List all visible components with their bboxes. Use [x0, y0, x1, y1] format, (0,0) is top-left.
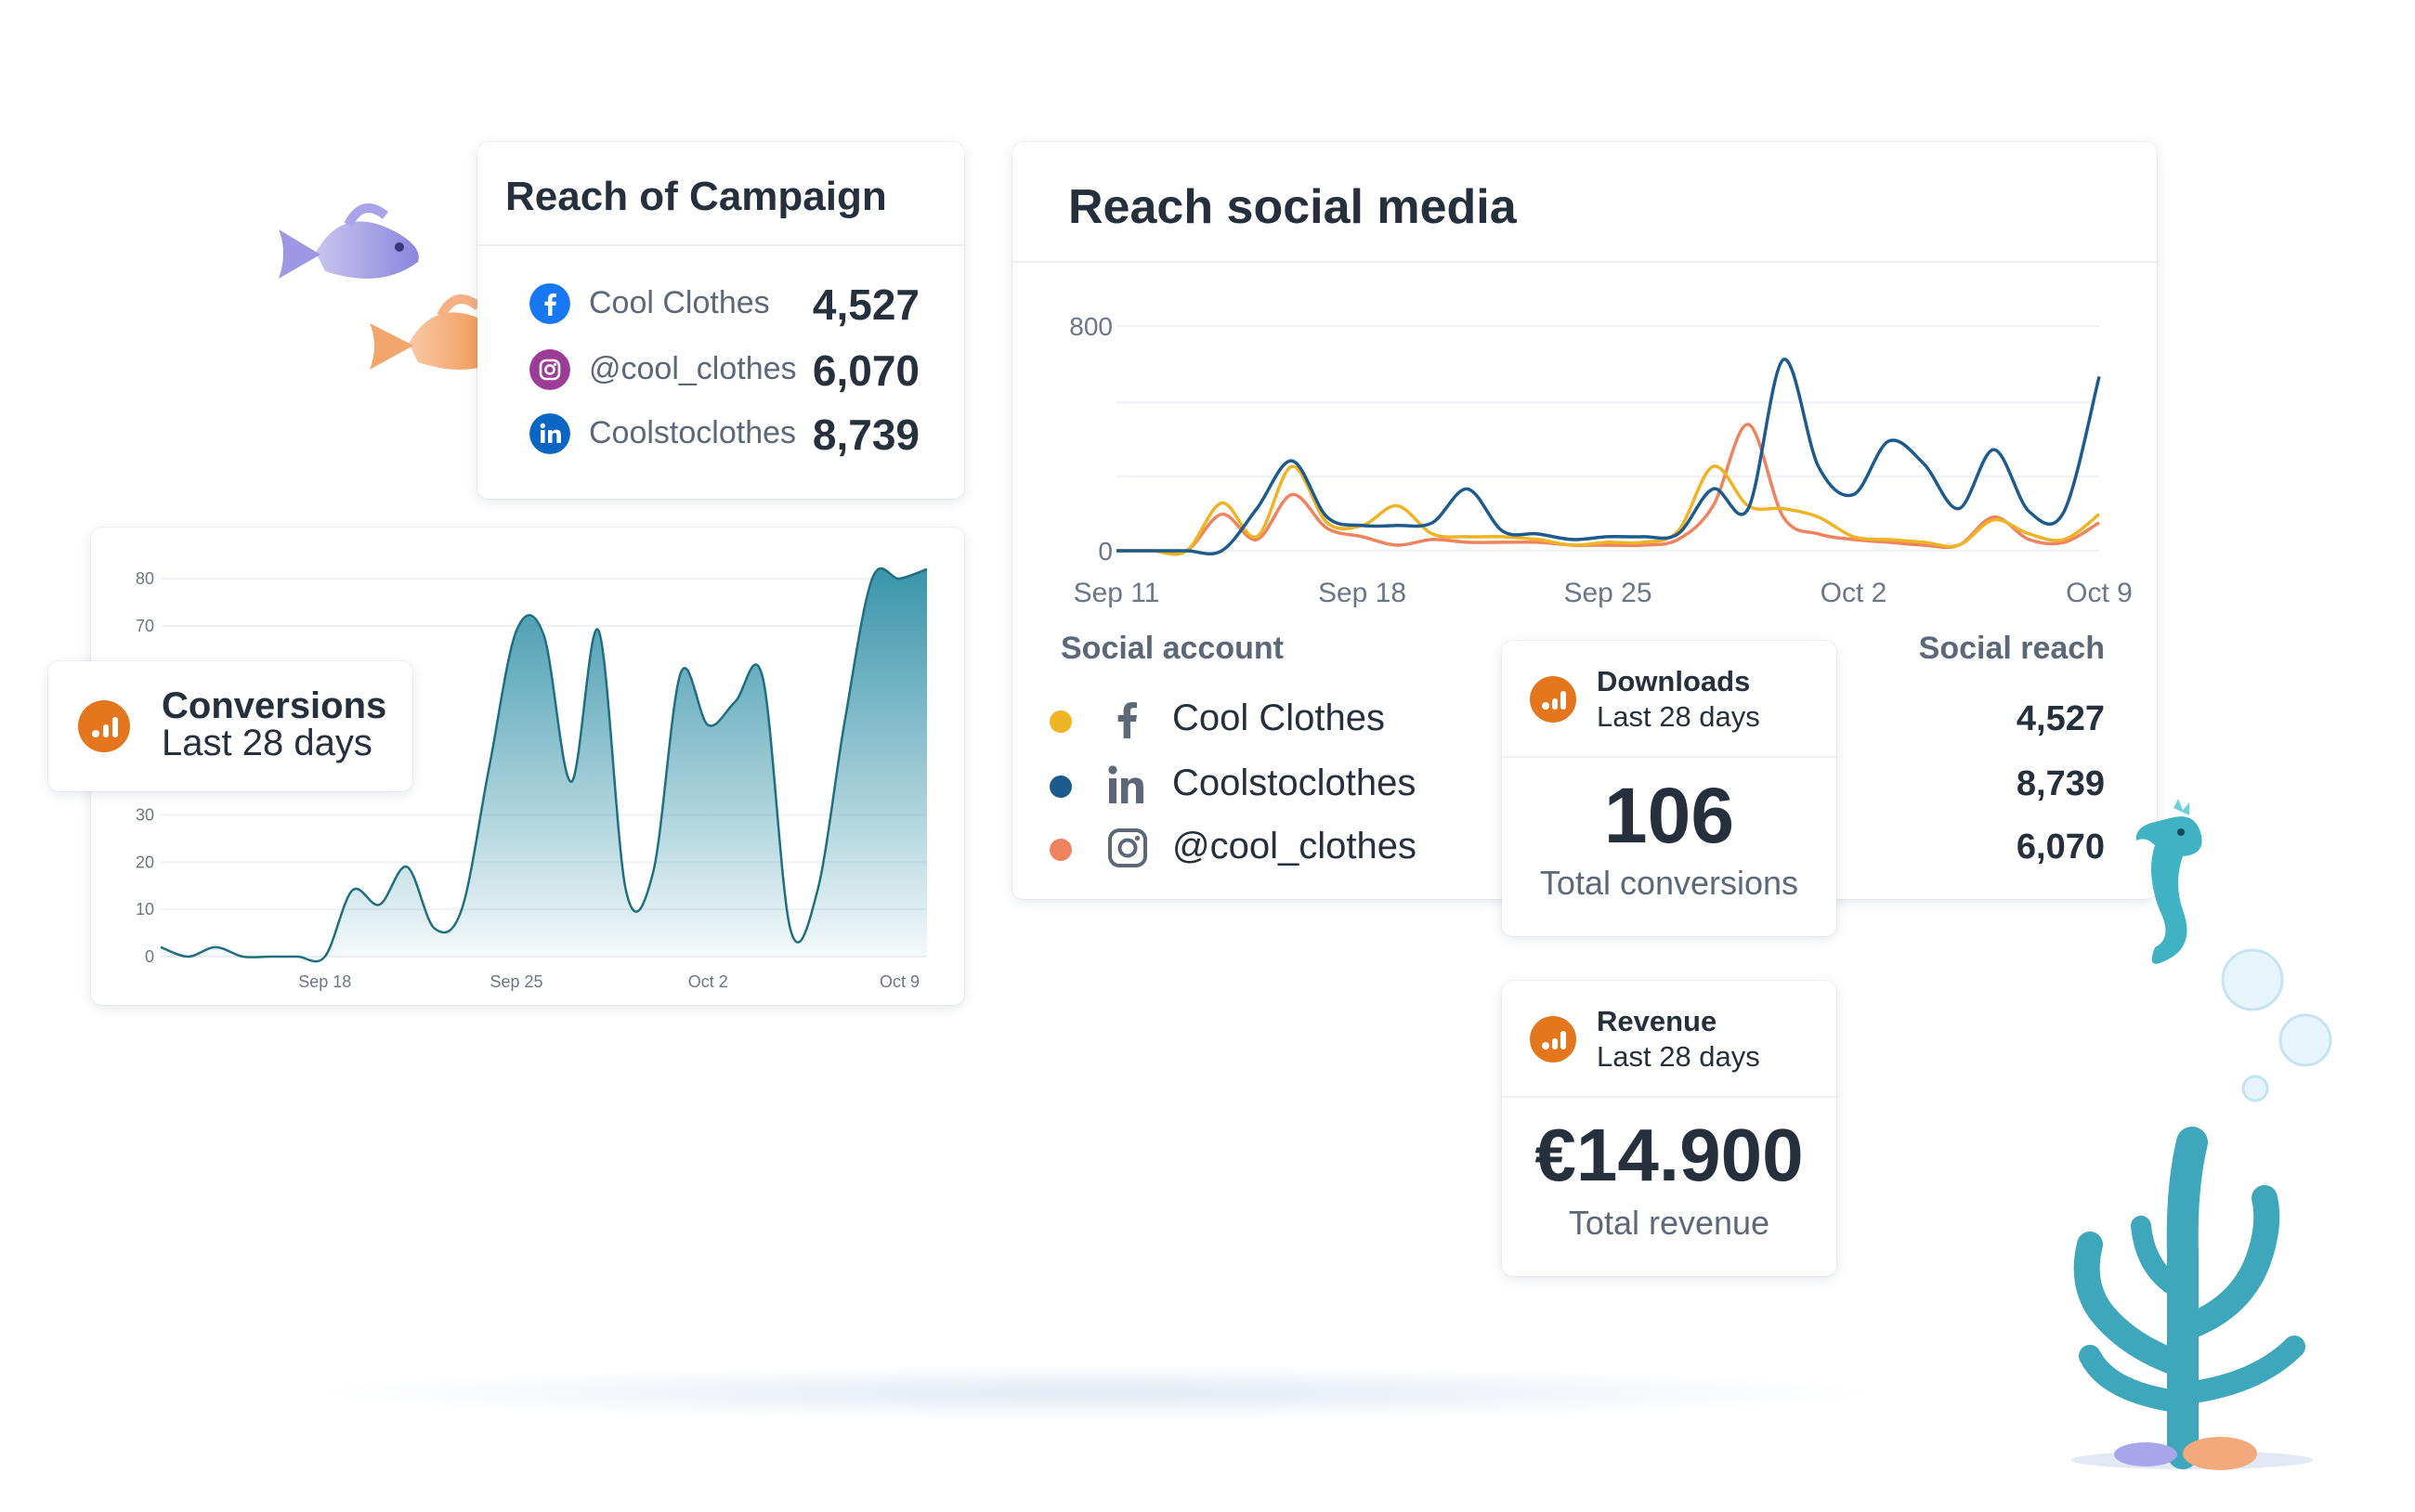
linkedin-icon — [1108, 765, 1143, 803]
y-tick-label: 30 — [136, 805, 154, 824]
series-dot — [1050, 839, 1072, 861]
linkedin-icon — [529, 413, 570, 454]
campaign-row-linkedin: Coolstoclothes 8,739 — [529, 406, 920, 462]
x-tick-label: Sep 25 — [1563, 578, 1651, 608]
social-reach-line-chart: 0 800 Sep 11 Sep 18 Sep 25 Oct 2 Oct 9 — [1069, 312, 2133, 608]
kpi-value: €14.900 — [1534, 1114, 1804, 1196]
series-dot — [1050, 776, 1072, 798]
account-label: Cool Clothes — [589, 285, 770, 320]
bubbles-icon — [2221, 948, 2332, 1102]
account-label: @cool_clothes — [589, 351, 797, 386]
x-tick-label: Oct 9 — [2066, 578, 2133, 608]
conversions-area — [161, 568, 927, 962]
floor-shadow — [307, 1365, 1886, 1421]
x-tick-label: Sep 11 — [1074, 578, 1160, 608]
x-tick-label: Oct 9 — [880, 972, 920, 991]
social-reach-value: 8,739 — [2016, 764, 2105, 803]
kpi-title: Revenue — [1597, 1005, 1717, 1037]
x-tick-label: Sep 18 — [298, 972, 351, 991]
google-analytics-icon — [1530, 1016, 1576, 1062]
x-tick-label: Sep 25 — [490, 972, 543, 991]
instagram-icon — [529, 349, 570, 390]
reach-value: 6,070 — [812, 346, 920, 395]
y-tick-label: 80 — [136, 569, 154, 588]
x-tick-label: Sep 18 — [1318, 578, 1406, 608]
kpi-period: Last 28 days — [1597, 700, 1760, 733]
account-row-linkedin: Coolstoclothes — [1050, 755, 1514, 811]
account-label: Cool Clothes — [1172, 697, 1386, 738]
y-tick-label: 20 — [136, 853, 154, 871]
account-label: Coolstoclothes — [1172, 763, 1416, 803]
conversions-chart-card: 0 10 20 30 70 80 Sep 18 Sep 25 Oct 2 Oct 9 — [91, 528, 964, 1005]
reach-value: 8,739 — [812, 411, 920, 459]
divider — [1502, 756, 1836, 758]
kpi-period: Last 28 days — [1597, 1040, 1760, 1073]
social-account-header: Social account — [1061, 631, 1284, 666]
account-row-facebook: Cool Clothes — [1050, 690, 1514, 746]
y-tick-label: 70 — [136, 617, 154, 635]
y-tick-label: 800 — [1069, 312, 1113, 341]
series-line — [1116, 464, 2101, 556]
card-title: Reach social media — [1068, 180, 1517, 234]
card-title: Reach of Campaign — [505, 174, 887, 219]
facebook-icon — [1117, 702, 1137, 738]
y-tick-label: 10 — [136, 900, 154, 919]
account-label: @cool_clothes — [1172, 826, 1416, 867]
x-tick-label: Oct 2 — [688, 972, 728, 991]
google-analytics-icon — [1530, 676, 1576, 723]
kpi-value: 106 — [1603, 772, 1735, 859]
revenue-kpi-card: Revenue Last 28 days €14.900 Total reven… — [1502, 981, 1836, 1276]
kpi-caption: Total conversions — [1539, 864, 1799, 902]
divider — [477, 244, 964, 246]
account-label: Coolstoclothes — [589, 415, 797, 450]
conversions-title: Conversions — [162, 685, 387, 726]
social-reach-value: 4,527 — [2016, 699, 2105, 738]
y-tick-label: 0 — [1098, 537, 1113, 566]
social-reach-header: Social reach — [1918, 631, 2105, 666]
series-line — [1116, 358, 2101, 556]
google-analytics-icon — [78, 700, 130, 752]
account-row-instagram: @cool_clothes — [1050, 818, 1514, 874]
instagram-icon — [1108, 828, 1147, 867]
conversions-line — [160, 567, 928, 963]
kpi-caption: Total revenue — [1568, 1204, 1770, 1242]
social-reach-value: 6,070 — [2016, 828, 2105, 867]
conversions-label-card: Conversions Last 28 days — [48, 661, 412, 791]
y-tick-label: 0 — [145, 947, 154, 966]
reach-value: 4,527 — [812, 280, 920, 329]
series-dot — [1050, 710, 1072, 733]
kpi-title: Downloads — [1597, 665, 1751, 697]
facebook-icon — [529, 283, 570, 324]
campaign-row-facebook: Cool Clothes 4,527 — [529, 276, 920, 332]
campaign-row-instagram: @cool_clothes 6,070 — [529, 342, 920, 398]
downloads-kpi-card: Downloads Last 28 days 106 Total convers… — [1502, 641, 1836, 936]
seahorse-icon — [2135, 799, 2202, 964]
conversions-area-chart: 0 10 20 30 70 80 Sep 18 Sep 25 Oct 2 Oct 9 — [136, 567, 928, 991]
divider — [1012, 261, 2157, 263]
purple-fish-icon — [279, 203, 419, 279]
reach-of-campaign-card: Reach of Campaign Cool Clothes 4,527 @co… — [477, 142, 964, 499]
x-tick-label: Oct 2 — [1821, 578, 1887, 608]
series-line — [1116, 423, 2100, 555]
conversions-period: Last 28 days — [162, 723, 372, 763]
coral-icon — [2071, 1127, 2313, 1470]
divider — [1502, 1096, 1836, 1098]
